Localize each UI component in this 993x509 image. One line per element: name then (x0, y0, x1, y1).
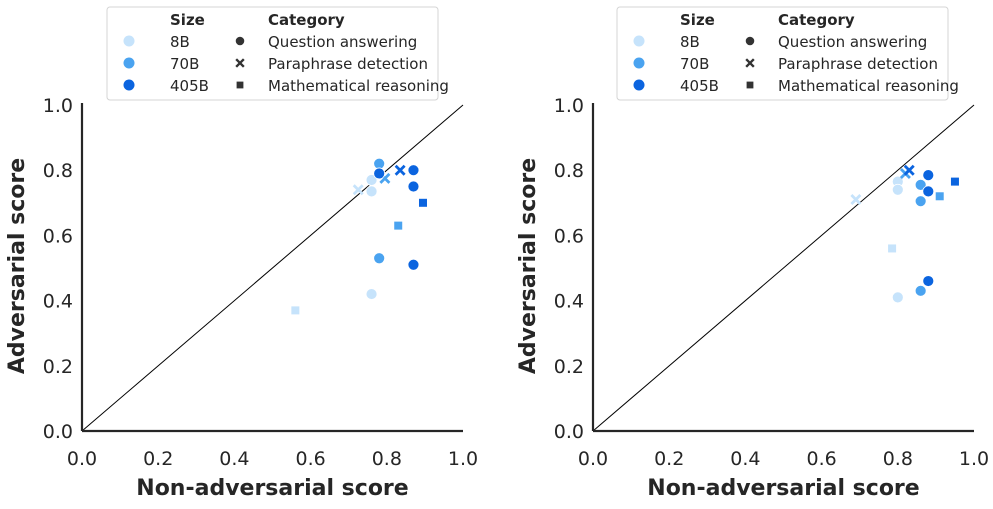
legend-box (616, 6, 949, 101)
legend-size-marker (633, 57, 645, 69)
x-tick-label: 1.0 (959, 448, 989, 470)
data-point (950, 177, 959, 186)
legend-size-marker (123, 57, 135, 69)
y-tick-label: 1.0 (43, 95, 73, 117)
y-tick-label: 0.6 (554, 225, 584, 247)
legend-category-label: Question answering (268, 33, 417, 51)
x-tick-label: 0.2 (654, 448, 684, 470)
data-point (891, 291, 904, 304)
data-point (922, 275, 935, 287)
legend-size-title: Size (680, 11, 715, 29)
legend-size-marker (123, 35, 135, 47)
legend-category-label: Paraphrase detection (778, 55, 938, 73)
y-tick-label: 0.4 (43, 291, 73, 313)
data-point (407, 164, 420, 177)
legend-category-title: Category (268, 11, 345, 29)
x-tick-label: 0.0 (578, 448, 608, 470)
legend-box (106, 6, 439, 101)
data-point (373, 167, 386, 180)
data-point (373, 157, 386, 170)
legend-size-marker (633, 79, 645, 91)
data-point (407, 180, 420, 193)
diagonal-line (592, 104, 975, 432)
diagonal-line (81, 104, 464, 432)
x-tick-label: 0.6 (295, 448, 325, 470)
legend-category-marker (235, 58, 245, 68)
legend-category-marker (234, 35, 246, 47)
x-tick-label: 0.0 (67, 448, 97, 470)
legend-size-label: 8B (680, 33, 700, 51)
legend: Size Category 8B 70B 405B Question answering P… (616, 6, 959, 101)
x-tick-label: 0.8 (372, 448, 402, 470)
x-tick-label: 0.4 (219, 448, 249, 470)
y-tick-label: 0.8 (43, 160, 73, 182)
y-axis-title: Adversarial score (516, 158, 541, 374)
legend-size-label: 405B (170, 77, 209, 95)
legend-category-label: Mathematical reasoning (778, 77, 959, 95)
data-point (891, 183, 904, 196)
legend-category-label: Paraphrase detection (268, 55, 428, 73)
legend-size-label: 70B (680, 55, 709, 73)
data-point (903, 164, 915, 176)
y-tick-label: 1.0 (554, 95, 584, 117)
legend-category-title: Category (778, 11, 855, 29)
y-tick-label: 0.2 (43, 356, 73, 378)
legend: Size Category 8B 70B 405B Question answering P… (106, 6, 449, 101)
legend-category-label: Mathematical reasoning (268, 77, 449, 95)
legend-category-marker (746, 81, 754, 89)
legend-size-label: 8B (170, 33, 190, 51)
data-point (394, 164, 406, 176)
legend-category-label: Question answering (778, 33, 927, 51)
data-point (394, 221, 403, 230)
legend-size-marker (633, 35, 645, 47)
x-tick-label: 0.6 (806, 448, 836, 470)
data-point (373, 252, 386, 265)
data-point (365, 185, 378, 198)
legend-category-marker (745, 58, 755, 68)
legend-category-marker (236, 81, 244, 89)
data-point (914, 178, 927, 191)
y-tick-label: 0.6 (43, 225, 73, 247)
data-point (418, 198, 427, 207)
x-axis-title: Non-adversarial score (647, 476, 919, 501)
data-point (935, 192, 944, 201)
data-point (352, 184, 364, 196)
data-point (291, 306, 300, 315)
data-point (365, 288, 378, 300)
x-tick-label: 0.4 (730, 448, 760, 470)
data-point (407, 258, 420, 271)
data-point (365, 174, 378, 186)
y-tick-label: 0.8 (554, 160, 584, 182)
x-tick-label: 0.8 (883, 448, 913, 470)
data-point (922, 185, 935, 198)
data-point (914, 195, 927, 208)
legend-size-label: 405B (680, 77, 719, 95)
y-axis-title: Adversarial score (5, 158, 30, 374)
legend-category-marker (744, 35, 756, 47)
data-point (922, 169, 935, 181)
y-tick-label: 0.4 (554, 291, 584, 313)
data-point (850, 194, 862, 206)
x-tick-label: 1.0 (448, 448, 478, 470)
x-tick-label: 0.2 (143, 448, 173, 470)
scatter-plot-2: 0.0 0.2 0.4 0.6 0.8 1.0 0.0 0.2 0.4 0.6 0.8 1.0 Non-… (516, 6, 989, 501)
data-point (914, 284, 927, 297)
legend-size-marker (123, 79, 135, 91)
y-tick-label: 0.0 (43, 421, 73, 443)
data-point (888, 244, 897, 253)
y-tick-label: 0.2 (554, 356, 584, 378)
legend-size-label: 70B (170, 55, 199, 73)
scatter-plot-1: 0.0 0.2 0.4 0.6 0.8 1.0 0.0 0.2 0.4 0.6 0.8 1.0 Non-… (5, 6, 478, 501)
x-axis-title: Non-adversarial score (136, 476, 408, 501)
y-tick-label: 0.0 (554, 421, 584, 443)
legend-size-title: Size (170, 11, 205, 29)
